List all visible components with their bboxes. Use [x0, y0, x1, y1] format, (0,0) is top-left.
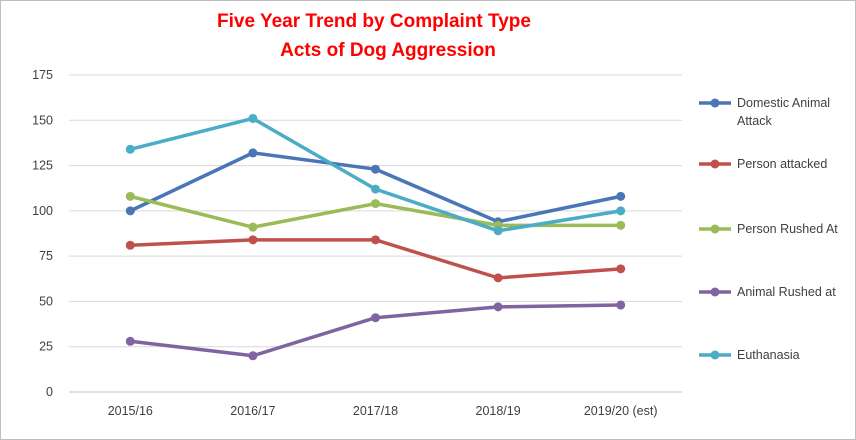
legend-point-marker — [710, 224, 720, 234]
legend-point-marker — [710, 159, 720, 169]
data-point — [248, 113, 258, 123]
data-point — [493, 226, 503, 236]
legend-point-marker — [710, 287, 720, 297]
data-point — [371, 199, 380, 209]
legend-label: Euthanasia — [737, 348, 800, 362]
x-tick-label: 2018/19 — [476, 404, 521, 418]
legend-entry: Person attacked — [699, 157, 827, 171]
x-tick-label: 2017/18 — [353, 404, 398, 418]
data-point — [616, 206, 626, 216]
chart-title: Five Year Trend by Complaint Type Acts o… — [217, 11, 531, 61]
legend: Domestic Animal Attack Person attacked Pers… — [699, 96, 838, 362]
legend-entry: Person Rushed At — [699, 222, 838, 236]
x-tick-label: 2016/17 — [230, 404, 275, 418]
data-point — [616, 191, 626, 201]
series-animal-rushed-at — [125, 300, 626, 361]
y-tick-label: 75 — [39, 249, 53, 263]
y-tick-label: 150 — [32, 113, 53, 127]
y-axis-tick-labels: 0 25 50 75 100 125 150 175 — [32, 68, 53, 399]
x-axis-tick-labels: 2015/16 2016/17 2017/18 2018/19 2019/20 (est… — [108, 404, 658, 418]
x-tick-label: 2019/20 (est) — [584, 404, 658, 418]
data-point — [248, 351, 258, 361]
series-line — [128, 238, 623, 280]
data-point — [125, 206, 135, 216]
legend-point-marker — [710, 350, 720, 360]
data-point — [616, 264, 626, 274]
x-tick-label: 2015/16 — [108, 404, 153, 418]
data-point — [125, 240, 135, 250]
series-line — [128, 303, 623, 358]
y-tick-label: 25 — [39, 340, 53, 354]
legend-entry: Animal Rushed at — [699, 285, 836, 299]
legend-entry: Domestic Animal Attack — [699, 96, 830, 128]
data-point — [371, 184, 380, 194]
series-euthanasia — [125, 113, 626, 236]
data-point — [493, 273, 503, 283]
legend-label: Person attacked — [737, 157, 827, 171]
data-point — [493, 302, 503, 312]
chart-title-line-2: Acts of Dog Aggression — [280, 40, 496, 61]
legend-label: Domestic Animal — [737, 96, 830, 110]
data-point — [248, 148, 258, 158]
series-person-attacked — [125, 235, 626, 283]
series-lines — [125, 113, 626, 361]
data-point — [125, 191, 135, 201]
y-tick-label: 125 — [32, 159, 53, 173]
legend-label: Attack — [737, 114, 772, 128]
y-tick-label: 175 — [32, 68, 53, 82]
y-tick-label: 0 — [46, 385, 53, 399]
data-point — [248, 222, 258, 232]
data-point — [371, 313, 380, 323]
data-point — [371, 235, 380, 245]
data-point — [616, 220, 626, 230]
data-point — [125, 144, 135, 154]
data-point — [616, 300, 626, 310]
series-domestic-animal-attack — [125, 148, 626, 227]
y-tick-label: 100 — [32, 204, 53, 218]
y-tick-label: 50 — [39, 294, 53, 308]
data-point — [125, 336, 135, 346]
chart-title-line-1: Five Year Trend by Complaint Type — [217, 11, 531, 32]
legend-label: Person Rushed At — [737, 222, 838, 236]
legend-label: Animal Rushed at — [737, 285, 836, 299]
legend-entry: Euthanasia — [699, 348, 800, 362]
data-point — [248, 235, 258, 245]
data-point — [371, 164, 380, 174]
legend-point-marker — [710, 98, 720, 108]
